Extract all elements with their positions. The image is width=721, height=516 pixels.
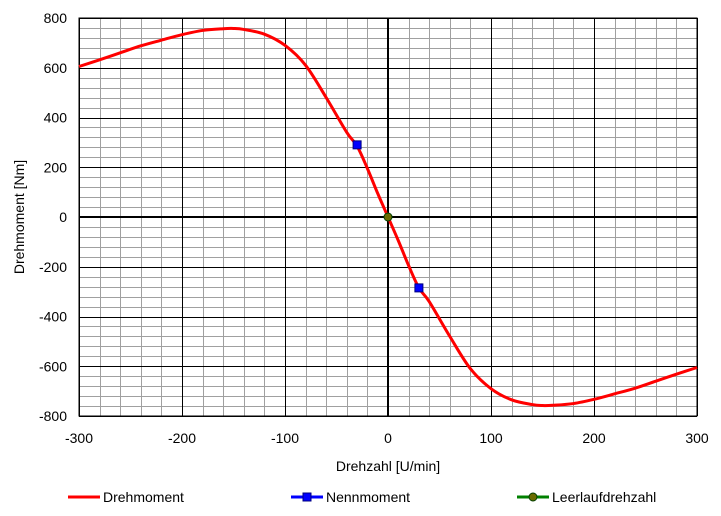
nennmoment-point — [414, 283, 424, 293]
legend: Drehmoment Nennmoment Leerlaufdrehzahl — [68, 489, 656, 505]
legend-label-drehmoment: Drehmoment — [103, 489, 184, 505]
x-tick-label: 100 — [479, 430, 503, 446]
leerlaufdrehzahl-point — [383, 212, 393, 222]
legend-marker-nennmoment — [302, 492, 312, 502]
legend-item-drehmoment: Drehmoment — [68, 489, 184, 505]
y-tick-label: -800 — [39, 408, 67, 424]
x-tick-label: 200 — [582, 430, 606, 446]
y-tick-labels: -800 -600 -400 -200 0 200 400 600 800 — [39, 10, 67, 424]
y-tick-label: -400 — [39, 309, 67, 325]
legend-item-nennmoment: Nennmoment — [291, 489, 410, 505]
y-tick-label: -200 — [39, 259, 67, 275]
x-tick-label: -300 — [65, 430, 93, 446]
x-tick-labels: -300 -200 -100 0 100 200 300 — [65, 430, 709, 446]
series-layer — [78, 26, 698, 408]
y-tick-label: 600 — [44, 60, 68, 76]
y-tick-label: 800 — [44, 10, 68, 26]
y-tick-label: 400 — [44, 110, 68, 126]
nennmoment-point — [352, 140, 362, 150]
x-tick-label: -200 — [168, 430, 196, 446]
plot-frame — [78, 17, 698, 417]
y-tick-label: 0 — [59, 209, 67, 225]
y-axis-title: Drehmoment [Nm] — [11, 160, 27, 274]
legend-marker-leerlaufdrehzahl — [528, 492, 538, 502]
x-tick-label: 300 — [685, 430, 709, 446]
legend-item-leerlaufdrehzahl: Leerlaufdrehzahl — [517, 489, 656, 505]
x-axis-title: Drehzahl [U/min] — [336, 458, 440, 474]
y-tick-label: -600 — [39, 358, 67, 374]
x-tick-label: 0 — [384, 430, 392, 446]
legend-label-nennmoment: Nennmoment — [326, 489, 410, 505]
y-tick-label: 200 — [44, 159, 68, 175]
legend-label-leerlaufdrehzahl: Leerlaufdrehzahl — [552, 489, 656, 505]
x-tick-label: -100 — [271, 430, 299, 446]
